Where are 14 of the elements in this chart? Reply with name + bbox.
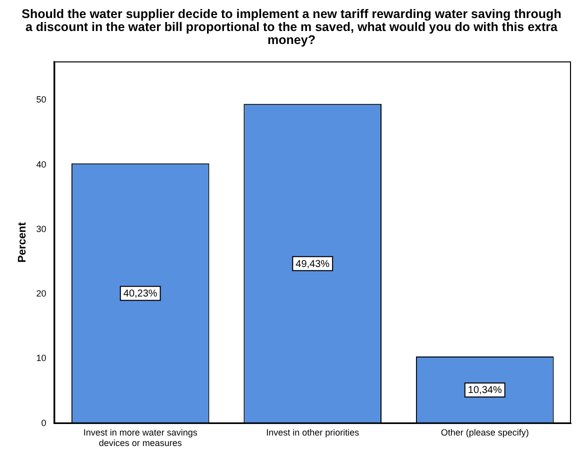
data-label: 40,23%	[123, 288, 158, 300]
y-tick-label: 0	[41, 418, 46, 428]
chart-title: Should the water supplier decide to implement a new tariff rewarding water saving through a discount in the water bill proportional to the m saved, what would you do with this extra money?	[20, 7, 562, 47]
data-label: 10,34%	[468, 385, 502, 396]
y-tick-label: 40	[36, 159, 46, 170]
x-tick-label: Other (please specify)	[440, 427, 529, 438]
x-tick-label: Invest in other priorities	[266, 427, 360, 438]
y-tick-label: 50	[36, 94, 46, 105]
y-axis-title: Percent	[16, 222, 29, 263]
y-tick-label: 30	[36, 224, 46, 234]
x-tick-label: Invest in more water savings devices or measures	[83, 427, 198, 448]
data-label: 49,43%	[296, 258, 330, 270]
y-tick-label: 10	[36, 353, 46, 364]
y-tick-label: 20	[36, 288, 46, 299]
